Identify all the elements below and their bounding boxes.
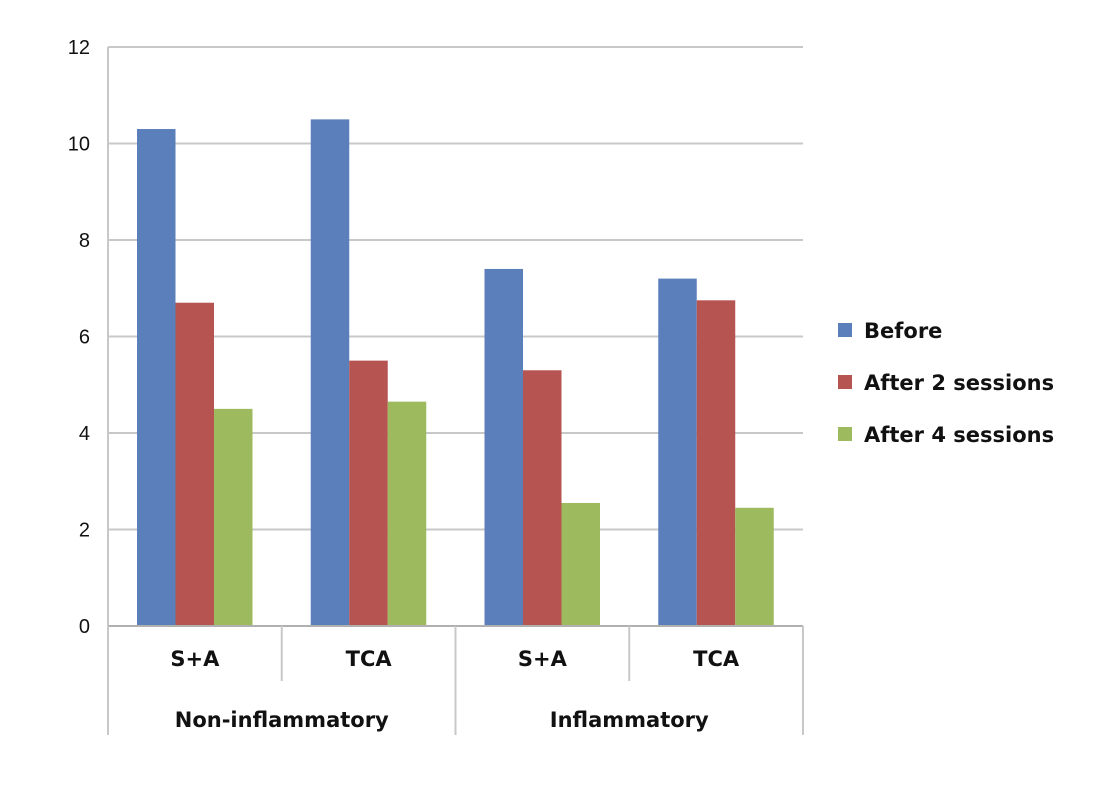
legend-swatch — [838, 375, 852, 389]
bar-before-1 — [310, 119, 350, 626]
y-tick-label: 6 — [79, 327, 90, 349]
axis-labels: 0 2 4 6 8 10 12 S+A TCA S+A TCA Non-inflammatory Inf… — [68, 37, 740, 732]
y-tick-label: 10 — [68, 134, 90, 156]
bars — [137, 119, 774, 626]
y-tick-label: 0 — [79, 616, 90, 638]
bar-after-4-sessions-1 — [387, 401, 427, 626]
x-group-label: Inflammatory — [550, 708, 709, 732]
bar-after-2-sessions-3 — [696, 300, 736, 626]
legend-label: Before — [864, 319, 942, 343]
y-tick-label: 12 — [68, 37, 90, 59]
bar-after-2-sessions-0 — [175, 302, 214, 626]
bar-before-3 — [658, 278, 697, 626]
x-category-label: S+A — [518, 647, 568, 671]
x-category-label: TCA — [346, 647, 393, 671]
legend-label: After 4 sessions — [864, 423, 1054, 447]
bar-after-4-sessions-3 — [735, 507, 774, 626]
bar-before-0 — [137, 129, 176, 626]
bar-after-4-sessions-0 — [214, 408, 253, 626]
y-tick-label: 8 — [79, 230, 90, 252]
y-tick-label: 2 — [79, 520, 90, 542]
bar-before-2 — [484, 268, 523, 626]
y-tick-label: 4 — [79, 423, 90, 445]
axes — [107, 47, 804, 735]
x-category-label: TCA — [693, 647, 740, 671]
legend: Before After 2 sessions After 4 sessions — [838, 319, 1054, 447]
x-category-label: S+A — [170, 647, 220, 671]
legend-swatch — [838, 427, 852, 441]
bar-after-2-sessions-1 — [349, 360, 388, 626]
legend-swatch — [838, 323, 852, 337]
legend-label: After 2 sessions — [864, 371, 1054, 395]
bar-after-4-sessions-2 — [561, 502, 600, 626]
x-group-label: Non-inflammatory — [175, 708, 389, 732]
bar-after-2-sessions-2 — [523, 370, 562, 626]
